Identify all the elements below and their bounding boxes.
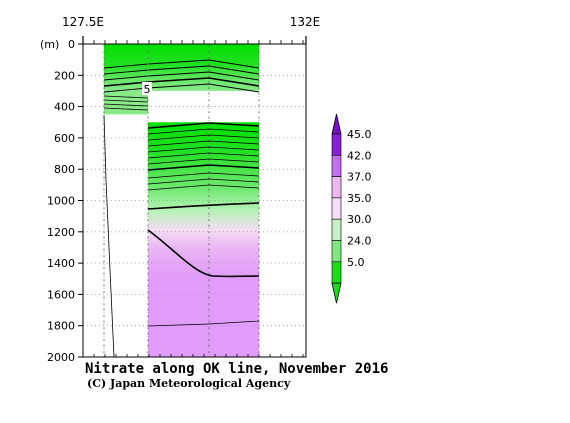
contour-line <box>103 99 149 103</box>
contour-line <box>103 77 260 87</box>
legend-swatch <box>331 197 342 220</box>
y-axis-label: (m) <box>40 38 59 51</box>
y-tick-label: 0 <box>68 38 75 51</box>
contour-line <box>103 83 260 93</box>
legend-label: 24.0 <box>347 235 372 248</box>
y-tick-label: 400 <box>54 101 75 114</box>
contour-line <box>147 158 260 165</box>
data-fill-layer <box>104 44 259 357</box>
legend-label: 45.0 <box>347 128 372 141</box>
legend-label: 5.0 <box>347 256 365 269</box>
contour-line <box>147 164 260 171</box>
bottom-topography-line <box>103 114 115 358</box>
legend-swatch <box>331 176 342 199</box>
y-axis: 0 200 400 600 800 1000 1200 1400 1600 1800 2000 <box>47 38 83 364</box>
legend-label: 37.0 <box>347 171 372 184</box>
contour-line <box>103 65 260 75</box>
y-tick-label: 1000 <box>47 195 75 208</box>
contour-line <box>147 122 260 129</box>
y-tick-label: 800 <box>54 163 75 176</box>
legend-arrow-bottom <box>331 282 342 304</box>
contour-line <box>147 152 260 159</box>
contour-line-1000m <box>147 202 260 210</box>
contour-line <box>147 146 260 153</box>
contour-line <box>147 134 260 141</box>
legend-swatch <box>331 261 342 284</box>
x-axis <box>82 36 307 357</box>
chart-credit: (C) Japan Meteorological Agency <box>87 377 291 390</box>
contour-lines <box>103 59 260 358</box>
y-tick-label: 600 <box>54 132 75 145</box>
legend-arrow-top <box>331 113 342 135</box>
contour-label: 5 <box>144 83 151 96</box>
deep-station-column <box>148 122 259 357</box>
legend: 45.0 42.0 37.0 35.0 30.0 24.0 5.0 <box>331 113 372 304</box>
y-tick-label: 1200 <box>47 226 75 239</box>
contour-line-deep <box>147 229 260 278</box>
contour-line <box>103 59 260 69</box>
legend-label: 35.0 <box>347 192 372 205</box>
chart-title: Nitrate along OK line, November 2016 <box>85 361 388 377</box>
y-tick-label: 1800 <box>47 320 75 333</box>
y-tick-label: 1600 <box>47 288 75 301</box>
contour-line <box>103 103 149 107</box>
west-shelf-band <box>104 90 148 115</box>
contour-line <box>147 128 260 135</box>
contour-line <box>103 95 149 99</box>
contour-line <box>147 184 260 191</box>
lon-label-east: 132E <box>290 15 321 29</box>
y-tick-label: 2000 <box>47 351 75 364</box>
contour-line-1800m <box>147 320 260 327</box>
contour-label-bg <box>142 82 152 95</box>
legend-swatch <box>331 218 342 241</box>
contour-line <box>103 107 149 111</box>
contour-line <box>147 140 260 147</box>
legend-label: 42.0 <box>347 149 372 162</box>
legend-label: 30.0 <box>347 213 372 226</box>
lon-label-west: 127.5E <box>62 15 104 29</box>
y-tick-label: 200 <box>54 69 75 82</box>
contour-line <box>147 178 260 185</box>
contour-line <box>103 71 260 81</box>
legend-swatch <box>331 240 342 263</box>
contour-line <box>147 172 260 179</box>
y-tick-label: 1400 <box>47 257 75 270</box>
legend-swatch <box>331 155 342 177</box>
legend-swatch <box>331 133 342 156</box>
